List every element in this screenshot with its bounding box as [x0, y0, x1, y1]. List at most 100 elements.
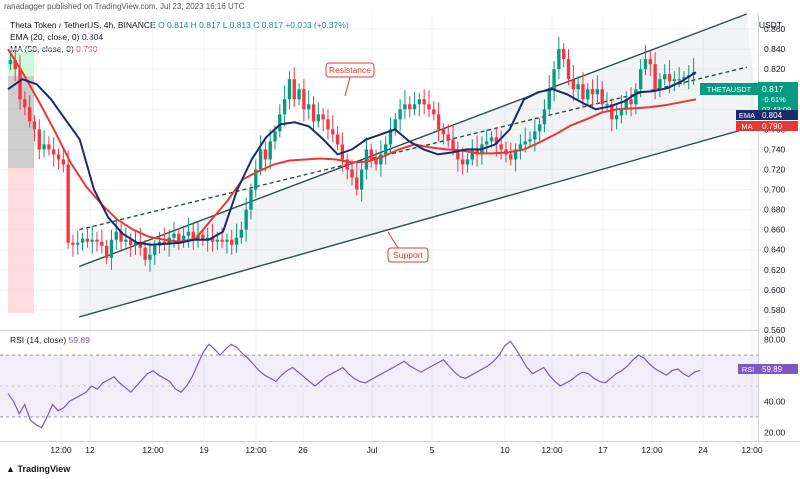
candle-body	[465, 159, 470, 165]
price-tick-label: 0.580	[764, 305, 786, 315]
candle-body	[331, 129, 335, 135]
candle-body	[533, 131, 537, 140]
candle-body	[85, 238, 90, 242]
candle-body	[129, 239, 133, 245]
candle-body	[133, 241, 138, 245]
candle-body	[475, 149, 479, 155]
price-tick-label: 0.860	[764, 24, 786, 34]
candle-body	[379, 154, 383, 165]
candle-body	[201, 234, 205, 240]
candle-body	[663, 74, 667, 80]
time-tick-label: 12:00	[50, 445, 72, 455]
candle-body	[114, 231, 118, 240]
candle-body	[562, 49, 566, 60]
time-tick-label: 12:00	[541, 445, 563, 455]
ma-price-label: 0.790	[762, 122, 783, 131]
ema-legend[interactable]: EMA (20, close, 0) 0.804	[10, 32, 103, 42]
time-axis-divider	[0, 441, 800, 442]
candle-body	[364, 149, 369, 170]
candle-body	[258, 149, 263, 170]
price-tick-label: 0.640	[764, 245, 786, 255]
rsi-tick-label: 80.00	[764, 335, 786, 345]
bar-countdown: 03:43:09	[762, 105, 791, 114]
support-callout[interactable]: Support	[387, 231, 429, 263]
resistance-label: Resistance	[329, 65, 371, 75]
last-price-value: 0.817	[762, 84, 784, 94]
candle-body	[8, 60, 13, 65]
time-tick-label: 10	[500, 445, 510, 455]
candle-body	[230, 239, 234, 245]
candle-body	[186, 231, 191, 236]
price-tick-label: 0.740	[764, 144, 786, 154]
time-tick-label: Jul	[367, 445, 378, 455]
candle-body	[321, 114, 325, 120]
ema-line	[7, 71, 697, 246]
candle-body	[412, 104, 417, 110]
candle-body	[359, 169, 364, 190]
candle-body	[513, 149, 518, 160]
resistance-callout[interactable]: Resistance	[325, 62, 375, 97]
candle-body	[369, 149, 373, 160]
candle-body	[638, 69, 643, 90]
candle-body	[417, 99, 422, 105]
tradingview-logo[interactable]: ▲ TradingView	[6, 464, 70, 474]
candle-body	[350, 169, 354, 178]
candle-body	[153, 245, 157, 255]
candle-body	[374, 159, 378, 165]
rsi-legend-label: RSI (14, close)	[10, 335, 67, 345]
candle-body	[566, 59, 571, 80]
candle-body	[37, 129, 41, 150]
ema-legend-label: EMA (20, close, 0)	[10, 32, 80, 42]
candle-body	[542, 109, 547, 125]
candle-body	[552, 69, 556, 90]
ema-legend-value: 0.804	[81, 32, 104, 42]
ema-tag: EMA	[739, 111, 755, 120]
candle-body	[600, 89, 604, 105]
candle-body	[624, 99, 628, 110]
time-tick-label: 19	[199, 445, 209, 455]
pane-divider	[0, 330, 758, 331]
rsi-legend[interactable]: RSI (14, close) 59.89	[10, 335, 90, 345]
candle-body	[138, 241, 142, 248]
candle-body	[595, 89, 600, 95]
candle-body	[441, 129, 446, 135]
time-axis[interactable]: 12:00 12 12:00 19 12:00 26 Jul 5 10 12:00 17 12:00 2…	[50, 445, 763, 455]
candle-body	[287, 79, 292, 100]
candle-body	[610, 104, 614, 120]
candle-body	[215, 239, 219, 242]
rsi-legend-value: 59.89	[68, 335, 90, 345]
candle-body	[523, 141, 527, 145]
symbol-legend[interactable]: Theta Token / TetherUS, 4h, BINANCE O 0.…	[10, 20, 349, 30]
ohlc-values: O 0.814 H 0.817 L 0.813 C 0.817 +0.003 (…	[158, 20, 349, 30]
candle-body	[398, 109, 402, 120]
candle-body	[677, 79, 681, 81]
candle-body	[470, 149, 474, 160]
candle-body	[282, 99, 287, 115]
candle-body	[27, 107, 32, 122]
candle-body	[590, 89, 595, 95]
candle-body	[432, 109, 436, 115]
candle-body	[307, 104, 311, 110]
candle-body	[643, 59, 648, 70]
candle-body	[220, 239, 224, 242]
time-tick-label: 12:00	[142, 445, 164, 455]
symbol-tag-text: THETAUSDT	[707, 85, 752, 94]
price-tick-label: 0.820	[764, 64, 786, 74]
candle-body	[32, 121, 37, 130]
candle-body	[104, 245, 109, 258]
ema-price-label: 0.804	[762, 111, 783, 120]
price-scale-labels: THETAUSDT 0.817 -0.61% 03:43:09 EMA 0.80…	[700, 82, 798, 374]
candle-body	[682, 77, 686, 80]
time-tick-label: 12:00	[741, 445, 763, 455]
candle-body	[239, 229, 244, 238]
candle-body	[191, 231, 195, 240]
candle-body	[254, 169, 258, 190]
price-tick-label: 0.660	[764, 225, 786, 235]
rsi-tick-label: 20.00	[764, 427, 786, 437]
price-tick-label: 0.620	[764, 265, 786, 275]
price-tick-label: 0.680	[764, 205, 786, 215]
candle-body	[653, 64, 657, 90]
candle-body	[383, 144, 388, 155]
trend-channel[interactable]	[79, 13, 759, 318]
